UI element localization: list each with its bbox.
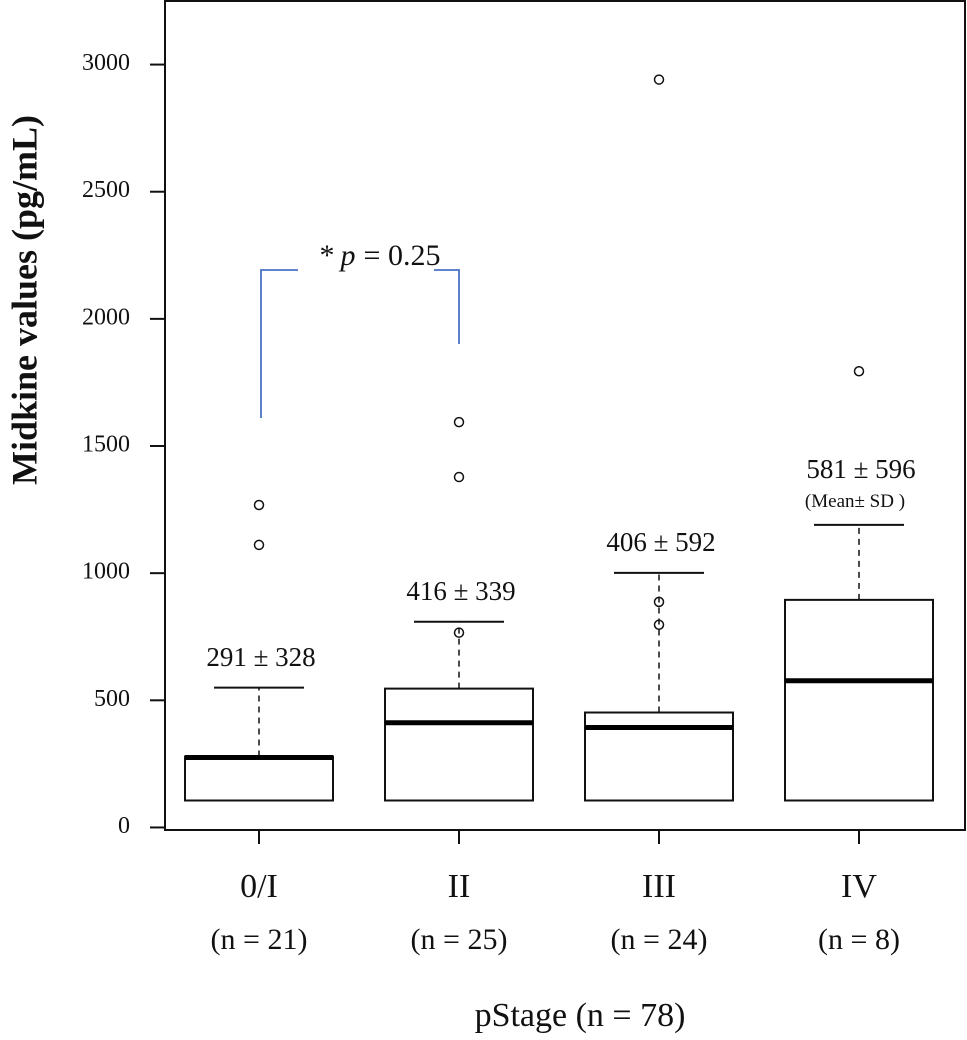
- outlier: [253, 539, 265, 551]
- mean-sd-label: 416 ± 339: [406, 576, 515, 606]
- outlier: [653, 596, 665, 608]
- outlier: [453, 416, 465, 428]
- comparison-stat: p: [339, 239, 356, 272]
- y-tick-label: 2500: [82, 177, 130, 203]
- comparison-value: = 0.25: [364, 239, 441, 272]
- mean-sd-label: 291 ± 328: [206, 642, 315, 672]
- mean-sd-label: 406 ± 592: [606, 527, 715, 557]
- y-tick-label: 500: [94, 686, 130, 712]
- outlier: [253, 499, 265, 511]
- x-tick-label: IV: [841, 868, 877, 905]
- sample-size: (n = 8): [818, 923, 900, 956]
- box: [184, 755, 334, 802]
- x-tick-label: III: [642, 868, 676, 905]
- x-tick-label: II: [448, 868, 471, 905]
- y-tick-label: 1000: [82, 559, 130, 585]
- sample-size: (n = 21): [211, 923, 308, 956]
- plot-frame: [164, 0, 966, 831]
- mean-sd-label: 581 ± 596: [806, 454, 915, 484]
- outlier: [853, 366, 865, 377]
- y-tick-label: 2000: [82, 304, 130, 330]
- x-axis-label: pStage (n = 78): [475, 997, 686, 1034]
- x-tick-label: 0/I: [240, 868, 278, 905]
- outlier: [453, 471, 465, 483]
- sample-size: (n = 24): [611, 923, 708, 956]
- box: [784, 598, 934, 802]
- outlier: [653, 619, 665, 631]
- comparison-prefix: *: [320, 239, 335, 272]
- outlier: [453, 627, 465, 638]
- comparison-bracket: [260, 269, 460, 418]
- comparison-label: * p = 0.25: [320, 239, 441, 272]
- box: [584, 711, 734, 802]
- y-axis-label: Midkine values (pg/mL): [4, 115, 44, 485]
- sample-size: (n = 25): [411, 923, 508, 956]
- mean-sd-note: (Mean± SD ): [805, 491, 905, 512]
- box: [384, 687, 534, 802]
- y-tick-label: 0: [118, 813, 130, 839]
- y-tick-label: 1500: [82, 432, 130, 458]
- y-tick-label: 3000: [82, 50, 130, 76]
- outlier: [653, 74, 665, 85]
